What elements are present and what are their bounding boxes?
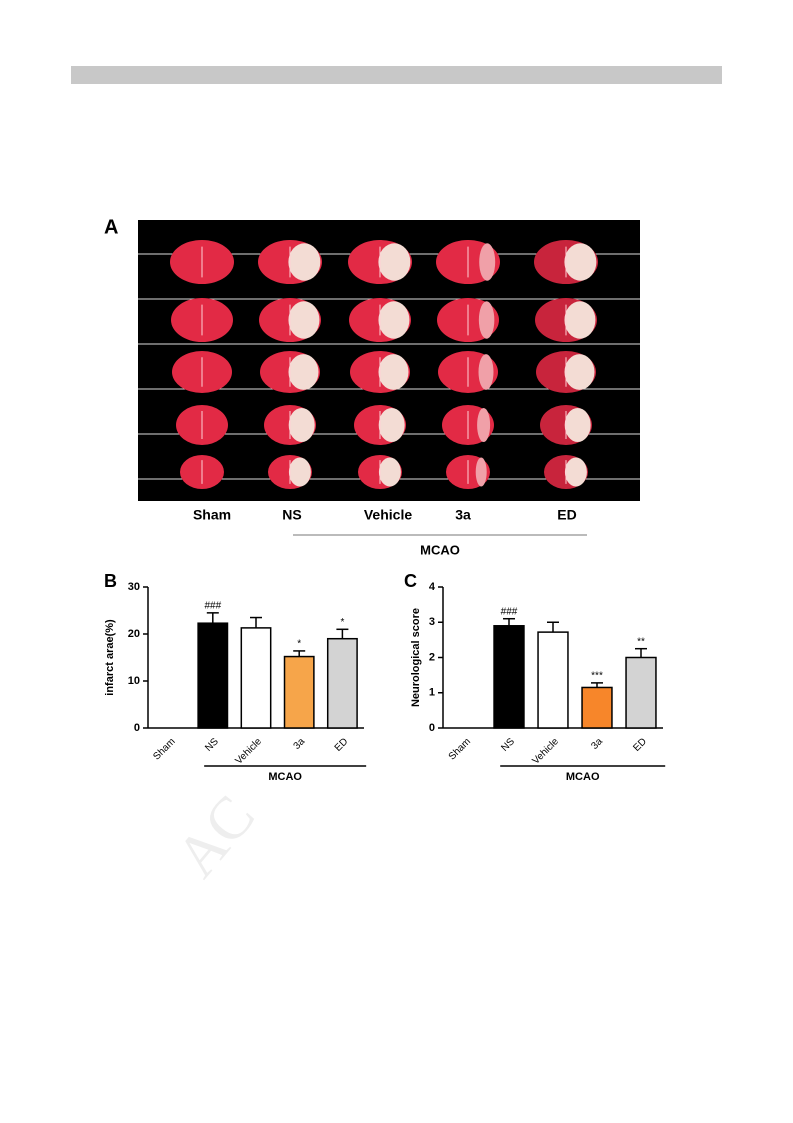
column-label: Vehicle bbox=[364, 507, 412, 523]
column-label: ED bbox=[557, 507, 576, 523]
y-tick-label: 3 bbox=[429, 616, 435, 628]
infarct bbox=[479, 243, 496, 281]
x-tick-label: ED bbox=[631, 736, 649, 754]
y-tick-label: 4 bbox=[429, 581, 436, 593]
y-tick-label: 20 bbox=[128, 628, 140, 640]
bar bbox=[240, 627, 272, 729]
bar bbox=[625, 656, 657, 729]
infarct bbox=[564, 408, 591, 442]
y-tick-label: 2 bbox=[429, 651, 435, 663]
infarct bbox=[564, 243, 597, 281]
infarct bbox=[477, 408, 491, 442]
header-bar bbox=[71, 66, 722, 84]
x-tick-label: Sham bbox=[447, 736, 473, 762]
brain-photo bbox=[138, 220, 640, 501]
x-tick-label: 3a bbox=[292, 736, 308, 752]
watermark: AC bbox=[163, 783, 267, 889]
column-label: Sham bbox=[193, 507, 231, 523]
significance: *** bbox=[591, 671, 603, 682]
panel-label: A bbox=[104, 216, 118, 238]
x-tick-label: NS bbox=[203, 736, 221, 754]
bar bbox=[493, 625, 525, 729]
column-label: NS bbox=[282, 507, 301, 523]
y-tick-label: 10 bbox=[128, 675, 140, 687]
infarct bbox=[288, 301, 320, 339]
infarct bbox=[478, 301, 495, 339]
infarct bbox=[475, 457, 487, 487]
infarct bbox=[564, 301, 596, 339]
bar bbox=[537, 631, 569, 729]
group-label: MCAO bbox=[566, 771, 600, 783]
infarct bbox=[288, 243, 321, 281]
infarct bbox=[288, 408, 315, 442]
infarct bbox=[478, 354, 494, 390]
group-label: MCAO bbox=[420, 542, 460, 557]
y-tick-label: 0 bbox=[429, 722, 435, 734]
bar bbox=[283, 655, 315, 729]
significance: * bbox=[340, 617, 344, 628]
bar bbox=[581, 686, 613, 729]
bar bbox=[326, 637, 358, 729]
significance: ** bbox=[637, 636, 645, 647]
significance: ### bbox=[204, 600, 221, 611]
infarct bbox=[288, 457, 311, 487]
infarct bbox=[378, 301, 410, 339]
significance: ### bbox=[501, 606, 518, 617]
y-tick-label: 30 bbox=[128, 581, 140, 593]
y-tick-label: 0 bbox=[134, 722, 140, 734]
column-label: 3a bbox=[455, 507, 471, 523]
x-tick-label: Vehicle bbox=[530, 736, 561, 767]
infarct bbox=[378, 408, 405, 442]
x-tick-label: ED bbox=[333, 736, 351, 754]
panel-label: B bbox=[104, 571, 117, 591]
infarct bbox=[378, 354, 409, 390]
x-tick-label: 3a bbox=[589, 736, 605, 752]
x-tick-label: Sham bbox=[151, 736, 177, 762]
y-axis-label: Neurological score bbox=[410, 608, 422, 707]
group-label: MCAO bbox=[268, 771, 302, 783]
x-tick-label: Vehicle bbox=[233, 736, 264, 767]
infarct bbox=[564, 354, 595, 390]
infarct bbox=[378, 457, 401, 487]
infarct bbox=[564, 457, 587, 487]
infarct bbox=[288, 354, 319, 390]
x-tick-label: NS bbox=[499, 736, 517, 754]
significance: * bbox=[297, 639, 301, 650]
bar bbox=[197, 622, 229, 729]
y-axis-label: infarct arae(%) bbox=[104, 619, 116, 696]
y-tick-label: 1 bbox=[429, 687, 435, 699]
panel-label: C bbox=[404, 571, 417, 591]
infarct bbox=[378, 243, 411, 281]
